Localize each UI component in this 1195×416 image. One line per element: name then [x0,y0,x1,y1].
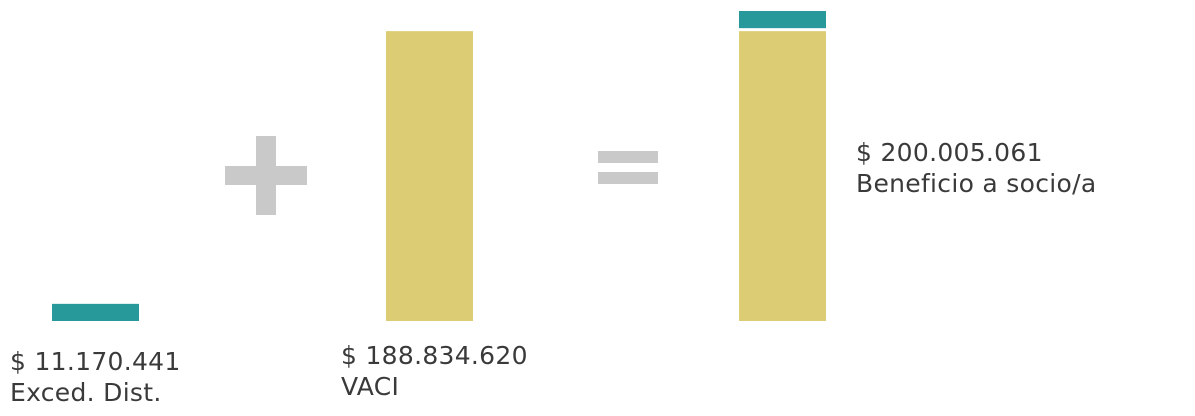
plus-sign-vertical [256,136,276,215]
bar-vaci-vaci [386,31,473,322]
excedentes-amount: $ 11.170.441 [10,347,181,376]
vaci-name: VACI [341,372,400,401]
excedentes-label: $ 11.170.441 Exced. Dist. [10,346,181,408]
vaci-amount: $ 188.834.620 [341,341,528,370]
bars-group [52,11,826,322]
bar-exced-dist-excedentes [52,303,139,321]
bar-beneficio-excedentes [739,11,826,29]
operators-group [225,136,658,215]
vaci-label: $ 188.834.620 VACI [341,340,528,402]
equals-sign-bottom [598,172,658,184]
total-name: Beneficio a socio/a [856,169,1097,198]
total-amount: $ 200.005.061 [856,138,1043,167]
equals-sign-top [598,151,658,163]
bar-beneficio-vaci [739,31,826,322]
excedentes-name: Exced. Dist. [10,378,162,407]
total-label: $ 200.005.061 Beneficio a socio/a [856,137,1096,199]
